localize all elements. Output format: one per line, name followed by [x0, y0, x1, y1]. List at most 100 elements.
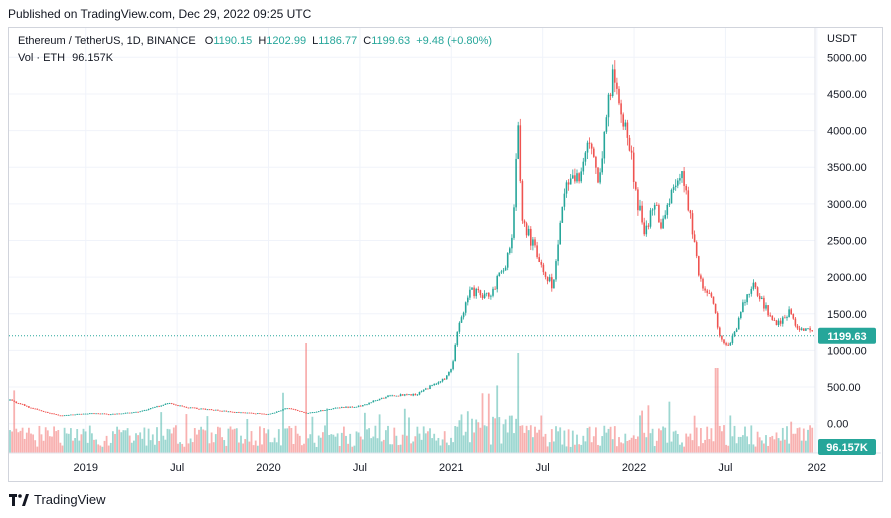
candle-body: [353, 407, 356, 408]
candle-body: [626, 122, 629, 138]
price-chart[interactable]: USDT 5000.00 4500.00 4000.00 3500.00 3000.00…: [9, 28, 881, 480]
volume-bar: [82, 428, 85, 453]
candle-body: [112, 413, 114, 415]
candle-body: [38, 409, 41, 411]
volume-bar: [697, 446, 700, 453]
volume-bar: [53, 426, 55, 453]
candle-body: [695, 242, 698, 257]
volume-bar: [418, 433, 421, 453]
candle-body: [61, 415, 64, 417]
volume-bar: [649, 433, 652, 453]
volume-bar: [72, 440, 74, 453]
candle-body: [149, 408, 152, 410]
volume-bar: [639, 415, 641, 453]
volume-bar: [784, 439, 786, 453]
volume-bar: [563, 430, 566, 453]
volume-bar: [361, 439, 364, 453]
candle-body: [107, 414, 110, 416]
tradingview-logo[interactable]: TradingView: [9, 492, 106, 507]
low-label: L: [312, 35, 319, 47]
candle-body: [605, 117, 608, 132]
volume-bar: [305, 343, 307, 453]
candle-body: [498, 272, 501, 277]
volume-bar: [431, 438, 433, 453]
volume-bar: [721, 431, 723, 453]
candle-body: [349, 406, 351, 408]
candle-body: [305, 412, 307, 414]
volume-bar: [78, 440, 81, 453]
volume-bar: [292, 443, 295, 453]
candle-body: [656, 204, 658, 206]
candle-body: [750, 288, 753, 294]
y-tick-label: 4500.00: [827, 89, 867, 101]
volume-bar: [122, 430, 125, 453]
candle-body: [588, 142, 591, 144]
volume-bar: [59, 442, 62, 453]
candle-body: [756, 287, 759, 296]
candle-body: [473, 287, 475, 297]
candle-body: [101, 413, 104, 415]
candle-body: [338, 407, 341, 409]
volume-bar: [729, 415, 732, 453]
candle-body: [698, 256, 700, 276]
candle-body: [164, 403, 167, 405]
volume-bar: [448, 445, 450, 453]
candle-body: [385, 397, 387, 399]
volume-bar: [252, 445, 255, 453]
candle-body: [99, 413, 102, 415]
candle-body: [208, 409, 211, 411]
volume-bar: [181, 443, 184, 453]
candle-body: [301, 411, 303, 413]
candle-body: [322, 410, 324, 412]
volume-bar: [347, 443, 349, 453]
candle-body: [225, 410, 228, 412]
volume-tag-label: 96.157K: [826, 442, 868, 454]
volume-bar: [515, 418, 517, 453]
volume-bar: [527, 430, 530, 453]
candle-body: [441, 378, 444, 382]
candle-body: [80, 413, 83, 415]
last-price-tag: 1199.63: [818, 327, 876, 344]
candle-body: [561, 206, 564, 223]
candle-body: [714, 303, 717, 314]
candle-body: [219, 410, 221, 412]
volume-bar: [221, 437, 223, 453]
candle-body: [481, 295, 484, 299]
volume-bar: [643, 432, 646, 453]
volume-bar: [618, 437, 620, 453]
volume-bar: [590, 442, 593, 453]
candle-body: [177, 405, 179, 406]
volume-bar: [364, 412, 366, 453]
candle-body: [374, 400, 377, 402]
candle-body: [223, 410, 225, 412]
candle-body: [32, 407, 34, 409]
volume-bar: [599, 445, 601, 453]
volume-bar: [737, 436, 740, 453]
candle-body: [261, 413, 263, 415]
candle-body: [443, 378, 446, 380]
volume-bar: [775, 432, 778, 453]
price-axis: 5000.00 4500.00 4000.00 3500.00 3000.00 2500.…: [827, 52, 867, 430]
volume-bar: [23, 438, 26, 453]
candle-body: [330, 409, 333, 410]
volume-bar: [391, 444, 394, 453]
candle-body: [771, 315, 774, 321]
candle-body: [792, 314, 795, 319]
candle-body: [725, 343, 727, 345]
volume-bar: [542, 436, 545, 453]
candle-body: [332, 408, 335, 410]
volume-bar: [185, 414, 188, 453]
candle-body: [603, 131, 606, 159]
candle-body: [70, 414, 72, 416]
candle-body: [110, 414, 112, 416]
volume-bar: [208, 443, 211, 453]
volume-bar: [355, 431, 358, 453]
candle-body: [252, 413, 255, 414]
volume-bar: [754, 446, 757, 453]
volume-bar: [374, 425, 377, 453]
candle-body: [702, 278, 704, 289]
candle-body: [798, 328, 801, 330]
y-tick-label: 1000.00: [827, 345, 867, 357]
volume-bar: [273, 437, 276, 453]
candle-body: [259, 413, 261, 415]
